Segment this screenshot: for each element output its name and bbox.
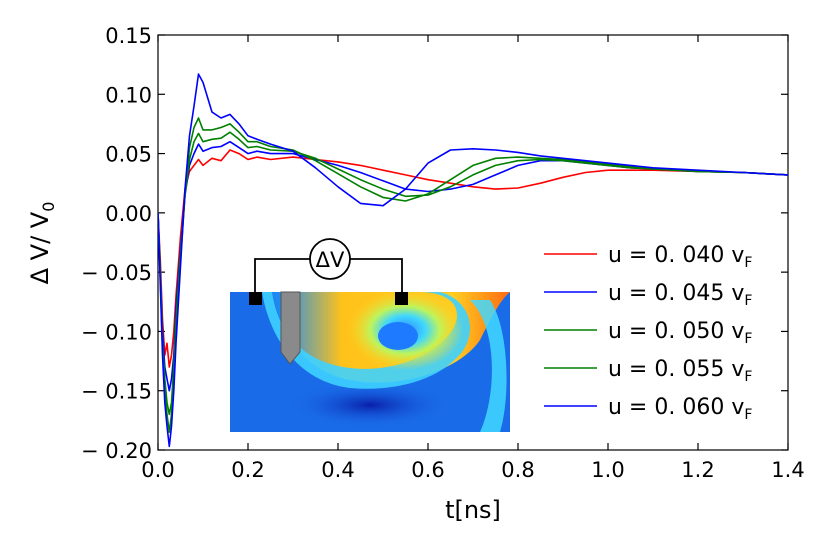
y-tick-label: − 0.20: [81, 439, 152, 463]
legend-label-v: v: [731, 281, 744, 306]
y-tick-label: 0.05: [105, 143, 152, 167]
legend-label-5: u = 0. 060 vF: [608, 395, 752, 423]
series-line-5: [158, 73, 788, 448]
y-tick-label: 0.00: [105, 202, 152, 226]
legend: u = 0. 040 vFu = 0. 045 vFu = 0. 050 vFu…: [544, 243, 752, 423]
legend-label-sub: F: [744, 331, 752, 347]
legend-label-3: u = 0. 050 vF: [608, 319, 752, 347]
legend-label-sub: F: [744, 407, 752, 423]
voltmeter-wire: [254, 258, 403, 292]
legend-label-sub: F: [744, 293, 752, 309]
voltmeter-label: ΔV: [316, 248, 345, 272]
legend-label-v: v: [731, 243, 744, 268]
x-tick-label: 0.0: [141, 458, 174, 482]
legend-label-sub: F: [744, 255, 752, 271]
x-tick-label: 0.6: [411, 458, 444, 482]
legend-label-v: v: [731, 319, 744, 344]
inset-dark-core: [290, 383, 450, 427]
legend-label-sub: F: [744, 369, 752, 385]
y-tick-label: − 0.15: [81, 380, 152, 404]
series-group: [158, 73, 788, 448]
legend-label-main: u = 0. 045: [608, 281, 731, 306]
legend-label-main: u = 0. 040: [608, 243, 731, 268]
x-tick-label: 0.4: [321, 458, 354, 482]
legend-label-v: v: [731, 357, 744, 382]
legend-label-4: u = 0. 055 vF: [608, 357, 752, 385]
x-tick-label: 1.2: [681, 458, 714, 482]
axis-ticks: [157, 34, 789, 451]
x-axis-title: t[ns]: [445, 496, 501, 524]
probe-tip: [280, 291, 301, 365]
y-axis-title: Δ V/ V0: [26, 202, 58, 285]
legend-label-1: u = 0. 040 vF: [608, 243, 752, 271]
legend-label-main: u = 0. 050: [608, 319, 731, 344]
series-line-1: [158, 149, 788, 368]
inset-image: ΔV: [230, 238, 510, 432]
legend-label-v: v: [731, 395, 744, 420]
inset-swirl-arm: [470, 300, 507, 432]
inset-swirl-core: [378, 322, 418, 350]
voltmeter-circle: [309, 238, 351, 280]
x-tick-label: 1.0: [591, 458, 624, 482]
left-contact: [249, 292, 262, 305]
legend-label-main: u = 0. 055: [608, 357, 731, 382]
plot-frame: [157, 34, 789, 451]
y-axis-title-main: Δ V/ V: [26, 211, 54, 284]
y-tick-label: 0.10: [105, 83, 152, 107]
y-tick-label: 0.15: [105, 24, 152, 48]
y-tick-label: − 0.05: [81, 261, 152, 285]
y-axis-title-sub: 0: [39, 202, 58, 212]
right-contact: [395, 292, 408, 305]
axis-tick-labels: 0.0 0.2 0.4 0.6 0.8 1.0 1.2 1.4 0.15 0.10 0.05 0.00…: [81, 24, 805, 482]
y-tick-label: − 0.10: [81, 320, 152, 344]
legend-label-main: u = 0. 060: [608, 395, 731, 420]
legend-label-2: u = 0. 045 vF: [608, 281, 752, 309]
x-tick-label: 1.4: [771, 458, 804, 482]
x-tick-label: 0.2: [231, 458, 264, 482]
x-tick-label: 0.8: [501, 458, 534, 482]
